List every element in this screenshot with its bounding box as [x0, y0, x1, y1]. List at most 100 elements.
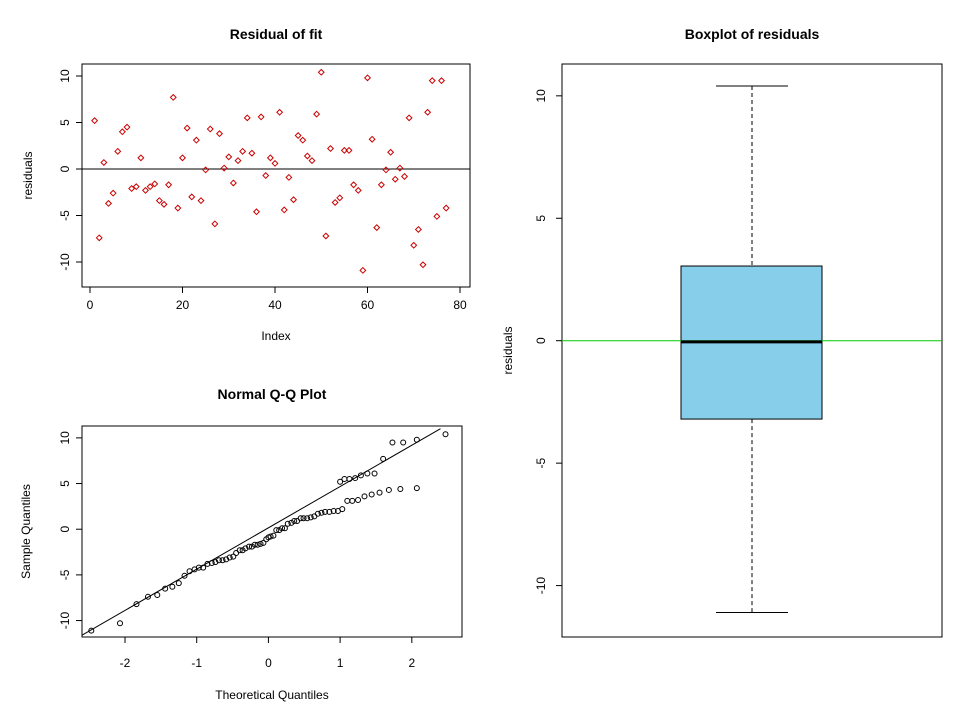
x-tick-label: 1 — [337, 656, 344, 670]
residual-point — [391, 175, 399, 183]
qq-point — [355, 496, 362, 503]
residual-point — [132, 183, 140, 191]
residual-point — [299, 136, 307, 144]
residual-point — [123, 123, 131, 131]
x-tick-label: 0 — [265, 656, 272, 670]
chart-title: Normal Q-Q Plot — [218, 386, 327, 402]
qq-point — [215, 557, 222, 564]
qq-point — [346, 475, 353, 482]
qq-point — [339, 506, 346, 513]
residual-point — [437, 77, 446, 85]
qq-point — [361, 493, 368, 500]
residual-point — [257, 113, 265, 121]
qq-point — [88, 627, 95, 634]
qq-point — [219, 557, 226, 564]
qq-point — [204, 560, 211, 567]
residual-point — [234, 157, 242, 165]
y-axis-label: Sample Quantiles — [19, 484, 33, 579]
y-tick-label: -10 — [534, 577, 548, 595]
y-tick-label: 0 — [58, 165, 72, 172]
qq-point — [181, 572, 188, 579]
residual-point — [433, 212, 441, 220]
residual-point — [271, 159, 279, 167]
normal-qq-panel: Normal Q-Q Plot Theoretical Quantiles Samp… — [19, 386, 463, 702]
residual-point — [354, 186, 362, 194]
residual-point — [252, 208, 261, 216]
qq-point — [314, 510, 321, 517]
residual-point — [220, 164, 228, 172]
residual-point — [317, 68, 325, 76]
residual-point — [285, 173, 293, 181]
y-axis-label: residuals — [21, 151, 35, 199]
qq-point — [281, 525, 288, 532]
residual-point — [197, 197, 205, 205]
y-tick-label: 0 — [58, 526, 72, 533]
residual-point — [382, 166, 390, 174]
residual-point — [174, 204, 182, 212]
qq-point — [175, 580, 182, 587]
residual-point — [215, 130, 224, 138]
x-tick-label: 2 — [408, 656, 415, 670]
residual-point — [276, 108, 284, 116]
qq-point — [133, 601, 140, 608]
qq-point — [380, 455, 387, 462]
y-tick-label: -5 — [58, 210, 72, 221]
residual-point — [350, 181, 358, 189]
residual-point — [188, 193, 196, 201]
plot-frame — [81, 63, 471, 288]
residual-point — [137, 154, 145, 162]
residual-point — [239, 147, 247, 155]
qq-point — [307, 514, 314, 521]
residual-point — [336, 194, 344, 202]
residual-point — [410, 241, 418, 249]
qq-point — [326, 508, 333, 515]
qq-point — [397, 486, 404, 493]
residual-point — [345, 146, 353, 154]
qq-point — [349, 497, 356, 504]
residual-point — [363, 74, 372, 82]
y-tick-label: 10 — [534, 89, 548, 103]
x-tick-label: 40 — [268, 298, 282, 312]
residual-point — [289, 196, 298, 204]
residual-point — [183, 124, 191, 132]
chart-title: Boxplot of residuals — [685, 26, 820, 42]
qq-point — [260, 539, 267, 546]
residual-point — [178, 154, 187, 162]
residual-point — [414, 225, 422, 233]
residual-point — [141, 186, 150, 194]
qq-point — [246, 543, 253, 550]
residual-point — [303, 152, 311, 160]
residual-scatter-panel: Residual of fit Index residuals 0 20 40 60 80 -1… — [21, 26, 471, 343]
qq-point — [341, 475, 348, 482]
y-tick-label: 10 — [58, 69, 72, 83]
residual-point — [109, 189, 117, 197]
residual-point — [442, 204, 450, 212]
residual-point — [322, 232, 330, 240]
qq-point — [200, 564, 207, 571]
y-tick-label: -10 — [58, 253, 72, 271]
qq-point — [304, 515, 311, 522]
residual-point — [243, 114, 251, 122]
qq-point — [208, 560, 215, 567]
qq-point — [442, 431, 449, 438]
residual-point — [229, 179, 237, 187]
residual-point — [294, 132, 302, 140]
qq-point — [371, 470, 378, 477]
residual-point — [95, 234, 103, 242]
x-tick-label: -1 — [191, 656, 202, 670]
y-tick-label: 0 — [534, 337, 548, 344]
residual-point — [424, 108, 432, 116]
x-tick-label: -2 — [120, 656, 131, 670]
residual-point — [118, 128, 126, 136]
qq-point — [162, 585, 169, 592]
qq-point — [230, 553, 237, 560]
residual-point — [368, 135, 376, 143]
qq-point — [300, 515, 307, 522]
x-axis-label: Index — [261, 329, 290, 343]
x-tick-label: 20 — [176, 298, 190, 312]
residual-point — [91, 117, 99, 125]
qq-point — [385, 486, 392, 493]
qq-point — [254, 541, 261, 548]
residual-point — [211, 220, 219, 228]
chart-title: Residual of fit — [230, 26, 323, 42]
